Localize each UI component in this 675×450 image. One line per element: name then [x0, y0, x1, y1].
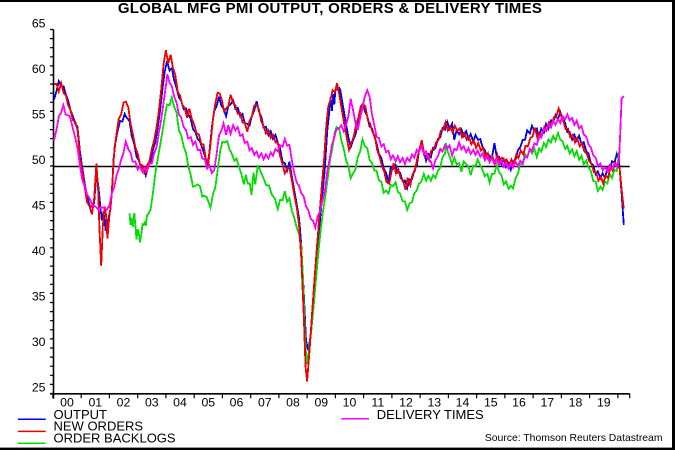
svg-text:65: 65: [32, 17, 46, 31]
svg-text:04: 04: [173, 396, 187, 410]
svg-text:15: 15: [484, 396, 498, 410]
svg-text:45: 45: [32, 199, 46, 213]
svg-text:GLOBAL MFG PMI OUTPUT, ORDERS: GLOBAL MFG PMI OUTPUT, ORDERS & DELIVERY…: [118, 0, 542, 17]
svg-text:NEW ORDERS: NEW ORDERS: [54, 418, 144, 433]
svg-text:19: 19: [597, 396, 611, 410]
svg-text:14: 14: [456, 396, 470, 410]
svg-text:40: 40: [32, 244, 46, 258]
svg-text:12: 12: [399, 396, 413, 410]
svg-text:00: 00: [60, 396, 74, 410]
svg-text:05: 05: [201, 396, 215, 410]
svg-text:06: 06: [230, 396, 244, 410]
svg-text:10: 10: [343, 396, 357, 410]
svg-text:16: 16: [512, 396, 526, 410]
svg-text:03: 03: [145, 396, 159, 410]
svg-text:08: 08: [286, 396, 300, 410]
svg-text:18: 18: [569, 396, 583, 410]
svg-text:55: 55: [32, 108, 46, 122]
svg-text:11: 11: [371, 396, 384, 410]
svg-text:02: 02: [117, 396, 131, 410]
svg-text:OUTPUT: OUTPUT: [54, 407, 108, 422]
svg-text:50: 50: [32, 153, 46, 167]
svg-text:60: 60: [32, 62, 46, 76]
svg-text:25: 25: [32, 381, 46, 395]
svg-text:DELIVERY TIMES: DELIVERY TIMES: [377, 407, 484, 422]
svg-text:ORDER BACKLOGS: ORDER BACKLOGS: [54, 431, 176, 446]
svg-text:13: 13: [427, 396, 441, 410]
svg-text:01: 01: [88, 396, 102, 410]
svg-text:30: 30: [32, 335, 46, 349]
svg-text:17: 17: [540, 396, 554, 410]
svg-text:35: 35: [32, 290, 46, 304]
svg-text:07: 07: [258, 396, 272, 410]
svg-text:09: 09: [314, 396, 328, 410]
svg-text:Source: Thomson Reuters Datast: Source: Thomson Reuters Datastream: [485, 433, 663, 444]
